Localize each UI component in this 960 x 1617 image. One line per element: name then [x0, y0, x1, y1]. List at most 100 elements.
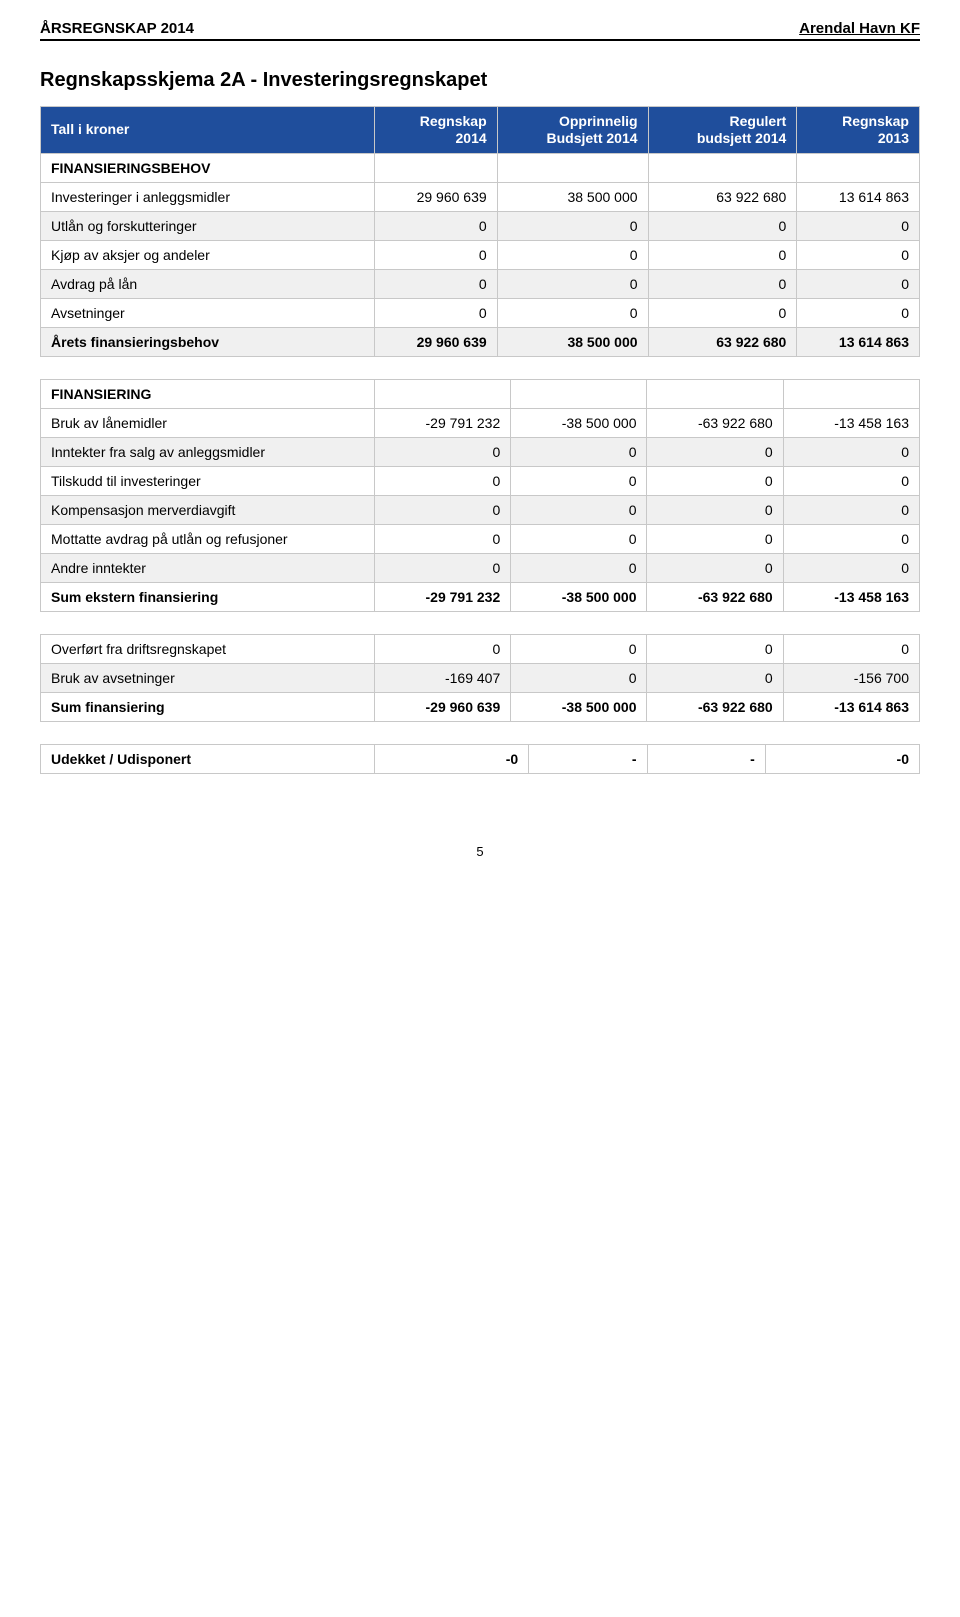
table-cell: 0 [375, 298, 498, 327]
data-table: Overført fra driftsregnskapet0000Bruk av… [40, 634, 920, 722]
table-row: Avdrag på lån0000 [41, 269, 920, 298]
table-cell: 0 [497, 298, 648, 327]
table-cell: -29 791 232 [375, 408, 511, 437]
table-cell: -13 614 863 [783, 692, 919, 721]
table-cell: 0 [511, 634, 647, 663]
table-cell [375, 379, 511, 408]
table-row: Mottatte avdrag på utlån og refusjoner00… [41, 524, 920, 553]
table-cell: FINANSIERINGSBEHOV [41, 153, 375, 182]
table-row: Utlån og forskutteringer0000 [41, 211, 920, 240]
table-cell: 0 [375, 211, 498, 240]
table-cell: 0 [797, 298, 920, 327]
column-header: Regnskap2013 [797, 107, 920, 154]
table-cell: Utlån og forskutteringer [41, 211, 375, 240]
table-cell: -156 700 [783, 663, 919, 692]
table-cell: -63 922 680 [647, 408, 783, 437]
table-cell: 0 [647, 437, 783, 466]
table-cell: 13 614 863 [797, 182, 920, 211]
table-cell: Bruk av lånemidler [41, 408, 375, 437]
table-cell: 0 [648, 269, 797, 298]
table-cell: FINANSIERING [41, 379, 375, 408]
table-cell: 0 [497, 211, 648, 240]
column-header: Tall i kroner [41, 107, 375, 154]
table-cell: 0 [375, 524, 511, 553]
table-cell: 0 [647, 524, 783, 553]
table-cell: Årets finansieringsbehov [41, 327, 375, 356]
table-cell: 0 [375, 553, 511, 582]
data-table: Udekket / Udisponert-0---0 [40, 744, 920, 774]
table-row: Bruk av lånemidler-29 791 232-38 500 000… [41, 408, 920, 437]
page-number: 5 [40, 844, 920, 859]
table-cell: 0 [783, 466, 919, 495]
table-row: Sum finansiering-29 960 639-38 500 000-6… [41, 692, 920, 721]
table-row: Overført fra driftsregnskapet0000 [41, 634, 920, 663]
table-cell: Mottatte avdrag på utlån og refusjoner [41, 524, 375, 553]
table-cell: -13 458 163 [783, 582, 919, 611]
table-cell: 0 [511, 553, 647, 582]
table-cell: -29 960 639 [375, 692, 511, 721]
table-cell [648, 153, 797, 182]
table-cell: -169 407 [375, 663, 511, 692]
table-cell [783, 379, 919, 408]
table-cell: - [529, 744, 647, 773]
table-row: Inntekter fra salg av anleggsmidler0000 [41, 437, 920, 466]
table-row: Kompensasjon merverdiavgift0000 [41, 495, 920, 524]
table-cell: -0 [765, 744, 919, 773]
table-cell: Andre inntekter [41, 553, 375, 582]
table-row: Årets finansieringsbehov29 960 63938 500… [41, 327, 920, 356]
table-cell: Bruk av avsetninger [41, 663, 375, 692]
table-cell: -63 922 680 [647, 692, 783, 721]
table-cell [511, 379, 647, 408]
table-cell: 0 [783, 524, 919, 553]
table-cell: Avdrag på lån [41, 269, 375, 298]
table-cell: 0 [797, 240, 920, 269]
table-cell: 0 [375, 437, 511, 466]
table-cell [497, 153, 648, 182]
table-cell: Sum ekstern finansiering [41, 582, 375, 611]
table-cell: -0 [375, 744, 529, 773]
table-cell: 0 [647, 663, 783, 692]
table-cell: 0 [797, 269, 920, 298]
table-cell: Udekket / Udisponert [41, 744, 375, 773]
table-cell: 0 [375, 269, 498, 298]
data-table: FINANSIERINGBruk av lånemidler-29 791 23… [40, 379, 920, 612]
page-title: Regnskapsskjema 2A - Investeringsregnska… [40, 69, 920, 92]
table-cell: 0 [647, 553, 783, 582]
table-row: Kjøp av aksjer og andeler0000 [41, 240, 920, 269]
table-cell: Kjøp av aksjer og andeler [41, 240, 375, 269]
table-cell: 63 922 680 [648, 182, 797, 211]
table-cell: 29 960 639 [375, 327, 498, 356]
table-cell: 0 [511, 495, 647, 524]
table-cell: 0 [511, 663, 647, 692]
table-cell: 0 [783, 553, 919, 582]
table-cell: 0 [783, 495, 919, 524]
header-right: Arendal Havn KF [799, 20, 920, 37]
table-cell: 0 [375, 495, 511, 524]
table-cell: Avsetninger [41, 298, 375, 327]
table-cell: 0 [375, 466, 511, 495]
table-row: FINANSIERINGSBEHOV [41, 153, 920, 182]
column-header: OpprinneligBudsjett 2014 [497, 107, 648, 154]
table-cell: Kompensasjon merverdiavgift [41, 495, 375, 524]
table-cell: 0 [648, 298, 797, 327]
data-table: Tall i kronerRegnskap2014OpprinneligBuds… [40, 106, 920, 357]
table-cell: 0 [511, 437, 647, 466]
table-row: Andre inntekter0000 [41, 553, 920, 582]
table-cell: Sum finansiering [41, 692, 375, 721]
table-cell: 0 [497, 269, 648, 298]
table-cell [797, 153, 920, 182]
table-cell: -13 458 163 [783, 408, 919, 437]
table-cell: 0 [647, 634, 783, 663]
table-cell: -29 791 232 [375, 582, 511, 611]
table-row: Bruk av avsetninger-169 40700-156 700 [41, 663, 920, 692]
table-cell: -38 500 000 [511, 408, 647, 437]
table-cell: 0 [375, 634, 511, 663]
table-cell: 0 [648, 211, 797, 240]
tables-container: Tall i kronerRegnskap2014OpprinneligBuds… [40, 106, 920, 774]
table-cell: 0 [497, 240, 648, 269]
table-cell [375, 153, 498, 182]
table-cell: 0 [511, 466, 647, 495]
table-cell: 0 [647, 495, 783, 524]
table-cell: 38 500 000 [497, 182, 648, 211]
table-row: Tilskudd til investeringer0000 [41, 466, 920, 495]
